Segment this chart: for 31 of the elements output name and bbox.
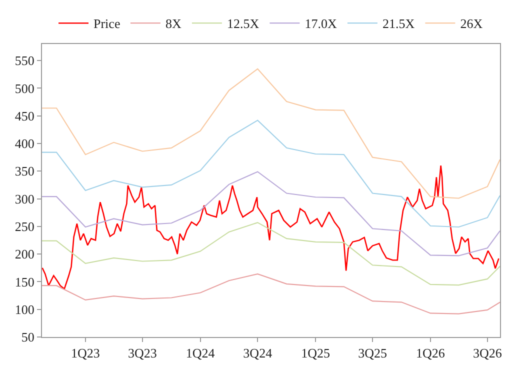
y-tick-label: 150 xyxy=(14,274,34,290)
legend-label: 21.5X xyxy=(382,16,416,32)
y-tick-label: 400 xyxy=(14,136,34,152)
legend-label: 17.0X xyxy=(304,16,338,32)
x-tick-label: 3Q23 xyxy=(128,346,157,361)
line-series xyxy=(42,171,500,256)
x-tick-label: 1Q24 xyxy=(186,346,216,361)
y-tick-label: 100 xyxy=(14,302,34,317)
y-tick-label: 50 xyxy=(21,330,34,345)
legend-label: 8X xyxy=(165,16,182,32)
y-tick-label: 200 xyxy=(14,246,34,262)
x-tick-label: 3Q26 xyxy=(472,346,502,361)
y-tick-label: 300 xyxy=(14,191,34,206)
y-tick-label: 450 xyxy=(14,108,34,124)
legend-label: 26X xyxy=(460,16,484,32)
x-tick-label: 3Q25 xyxy=(358,346,387,361)
line-series xyxy=(42,68,500,199)
y-tick-label: 250 xyxy=(14,218,34,234)
legend-label: 12.5X xyxy=(226,16,260,32)
y-tick-label: 350 xyxy=(14,164,34,179)
y-tick-label: 500 xyxy=(14,80,34,96)
line-series xyxy=(42,120,500,228)
line-series xyxy=(42,222,500,286)
x-tick-label: 1Q26 xyxy=(416,346,446,361)
x-tick-label: 1Q25 xyxy=(301,346,330,361)
line-series xyxy=(42,164,500,290)
y-tick-label: 550 xyxy=(14,53,34,68)
x-tick-label: 1Q23 xyxy=(70,346,100,361)
line-series xyxy=(42,273,500,314)
legend-label: Price xyxy=(94,16,120,32)
x-tick-label: 3Q24 xyxy=(243,346,273,361)
